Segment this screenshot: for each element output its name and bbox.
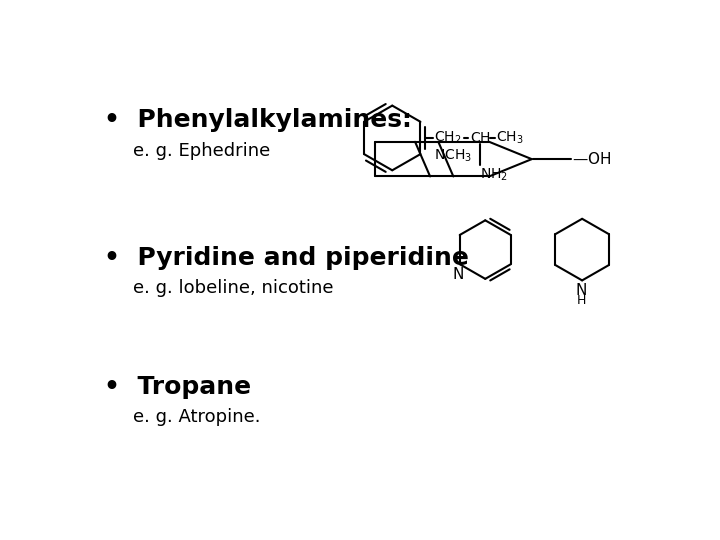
Text: •  Tropane: • Tropane (104, 375, 251, 399)
Text: $\mathregular{NH_2}$: $\mathregular{NH_2}$ (480, 166, 508, 183)
Text: $\mathregular{—OH}$: $\mathregular{—OH}$ (572, 151, 611, 167)
Text: e. g. Atropine.: e. g. Atropine. (132, 408, 260, 426)
Text: •  Phenylalkylamines:: • Phenylalkylamines: (104, 109, 412, 132)
Text: $\mathregular{CH_3}$: $\mathregular{CH_3}$ (496, 130, 523, 146)
Text: N: N (452, 267, 464, 282)
Text: N: N (576, 284, 587, 299)
Text: $\mathregular{CH}$: $\mathregular{CH}$ (469, 131, 490, 145)
Text: H: H (577, 294, 586, 307)
Text: e. g. Ephedrine: e. g. Ephedrine (132, 141, 270, 160)
Text: $\mathregular{NCH_3}$: $\mathregular{NCH_3}$ (434, 148, 472, 164)
Text: $\mathregular{CH_2}$: $\mathregular{CH_2}$ (434, 130, 462, 146)
Text: e. g. lobeline, nicotine: e. g. lobeline, nicotine (132, 279, 333, 297)
Text: •  Pyridine and piperidine: • Pyridine and piperidine (104, 246, 469, 269)
